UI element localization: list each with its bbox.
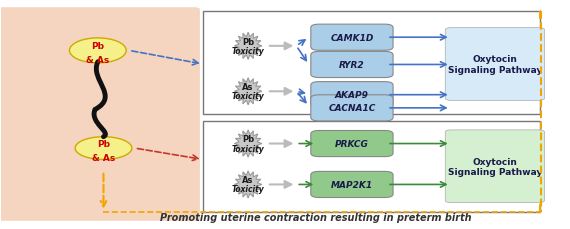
Text: Toxicity: Toxicity xyxy=(232,47,264,56)
Polygon shape xyxy=(234,78,262,105)
Text: AKAP9: AKAP9 xyxy=(335,91,369,100)
Text: As: As xyxy=(242,176,254,185)
Text: PRKCG: PRKCG xyxy=(335,139,369,148)
FancyBboxPatch shape xyxy=(311,95,393,121)
Text: Pb: Pb xyxy=(242,38,254,46)
Text: Toxicity: Toxicity xyxy=(232,144,264,153)
Text: Pb: Pb xyxy=(91,42,104,51)
Text: CACNA1C: CACNA1C xyxy=(328,104,376,113)
Text: & As: & As xyxy=(92,153,115,162)
Text: & As: & As xyxy=(86,56,109,65)
Polygon shape xyxy=(234,130,262,158)
FancyBboxPatch shape xyxy=(203,11,540,114)
Text: As: As xyxy=(242,83,254,92)
FancyBboxPatch shape xyxy=(0,8,200,221)
FancyBboxPatch shape xyxy=(311,52,393,78)
FancyBboxPatch shape xyxy=(445,29,544,101)
Text: Oxytocin
Signaling Pathway: Oxytocin Signaling Pathway xyxy=(447,55,542,74)
Text: Oxytocin
Signaling Pathway: Oxytocin Signaling Pathway xyxy=(447,157,542,176)
FancyBboxPatch shape xyxy=(311,25,393,51)
Ellipse shape xyxy=(70,39,126,64)
Text: Promoting uterine contraction resulting in preterm birth: Promoting uterine contraction resulting … xyxy=(160,212,472,222)
Text: CAMK1D: CAMK1D xyxy=(330,34,373,43)
Ellipse shape xyxy=(75,137,132,160)
Text: Pb: Pb xyxy=(242,135,254,144)
Text: Pb: Pb xyxy=(97,139,110,148)
FancyBboxPatch shape xyxy=(311,82,393,108)
FancyBboxPatch shape xyxy=(311,131,393,157)
FancyBboxPatch shape xyxy=(311,172,393,198)
FancyBboxPatch shape xyxy=(445,130,544,203)
FancyBboxPatch shape xyxy=(203,121,540,212)
Text: RYR2: RYR2 xyxy=(339,61,365,70)
Text: MAP2K1: MAP2K1 xyxy=(331,180,373,189)
Polygon shape xyxy=(234,33,262,60)
Polygon shape xyxy=(234,171,262,198)
Text: Toxicity: Toxicity xyxy=(232,92,264,101)
Text: Toxicity: Toxicity xyxy=(232,185,264,194)
